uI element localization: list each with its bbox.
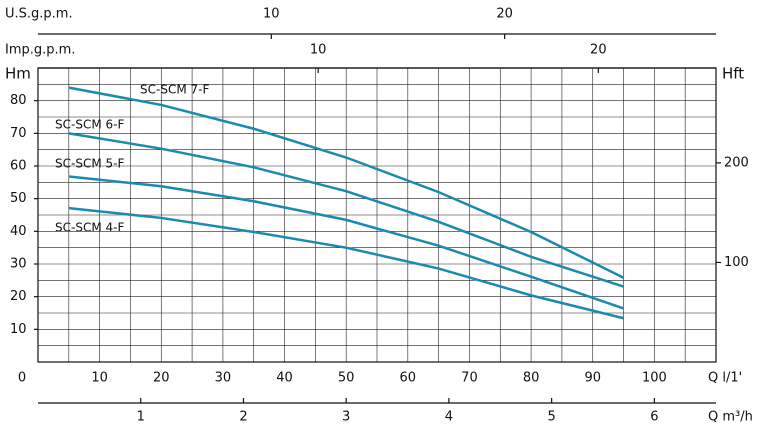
y-tick-label: 20 <box>10 289 27 304</box>
y-axis-label: Hm <box>5 65 31 83</box>
axis-tick-label: 4 <box>445 410 453 425</box>
curve <box>68 206 624 320</box>
x-tick-label: 50 <box>338 371 355 386</box>
curve-label: SC-SCM 4-F <box>55 221 124 235</box>
y2-axis-label: Hft <box>722 65 744 83</box>
axis-tick-label: 20 <box>590 43 607 58</box>
axis-tick-label: 10 <box>310 43 327 58</box>
axis-tick-label: 3 <box>342 410 350 425</box>
y-tick-label: 70 <box>10 126 27 141</box>
axis-tick-label: 20 <box>496 7 513 22</box>
y-tick-label: 40 <box>10 224 27 239</box>
x-tick-label: 10 <box>91 371 108 386</box>
x-tick-label: 60 <box>400 371 417 386</box>
y-tick-label: 50 <box>10 191 27 206</box>
axis-tick-label: 1 <box>137 410 145 425</box>
x-tick-label: 40 <box>276 371 293 386</box>
x-tick-label: 0 <box>18 371 26 386</box>
y-tick-label: 30 <box>10 257 27 272</box>
curve <box>68 86 625 279</box>
axis-label: Q m³/h <box>708 410 753 425</box>
curve <box>68 175 624 310</box>
y-tick-label: 60 <box>10 159 27 174</box>
axis-label: U.S.g.p.m. <box>5 7 73 22</box>
x-tick-label: 70 <box>461 371 478 386</box>
curve-label: SC-SCM 7-F <box>140 83 209 97</box>
y-tick-label: 80 <box>10 93 27 108</box>
curve-label: SC-SCM 5-F <box>55 157 124 171</box>
axis-label: Imp.g.p.m. <box>5 43 75 58</box>
x-tick-label: 20 <box>153 371 170 386</box>
x-tick-label: 30 <box>215 371 232 386</box>
y-tick-label: 10 <box>10 322 27 337</box>
curve-label: SC-SCM 6-F <box>55 118 124 132</box>
axis-tick-label: 6 <box>650 410 658 425</box>
axis-tick-label: 5 <box>547 410 555 425</box>
x-axis-label: Q l/1' <box>708 371 742 386</box>
y2-tick-label: 100 <box>724 255 749 270</box>
x-tick-label: 80 <box>523 371 540 386</box>
x-tick-label: 100 <box>642 371 667 386</box>
y2-tick-label: 200 <box>724 155 749 170</box>
axis-tick-label: 2 <box>239 410 247 425</box>
axis-tick-label: 10 <box>263 7 280 22</box>
curve <box>68 132 624 288</box>
x-tick-label: 90 <box>584 371 601 386</box>
